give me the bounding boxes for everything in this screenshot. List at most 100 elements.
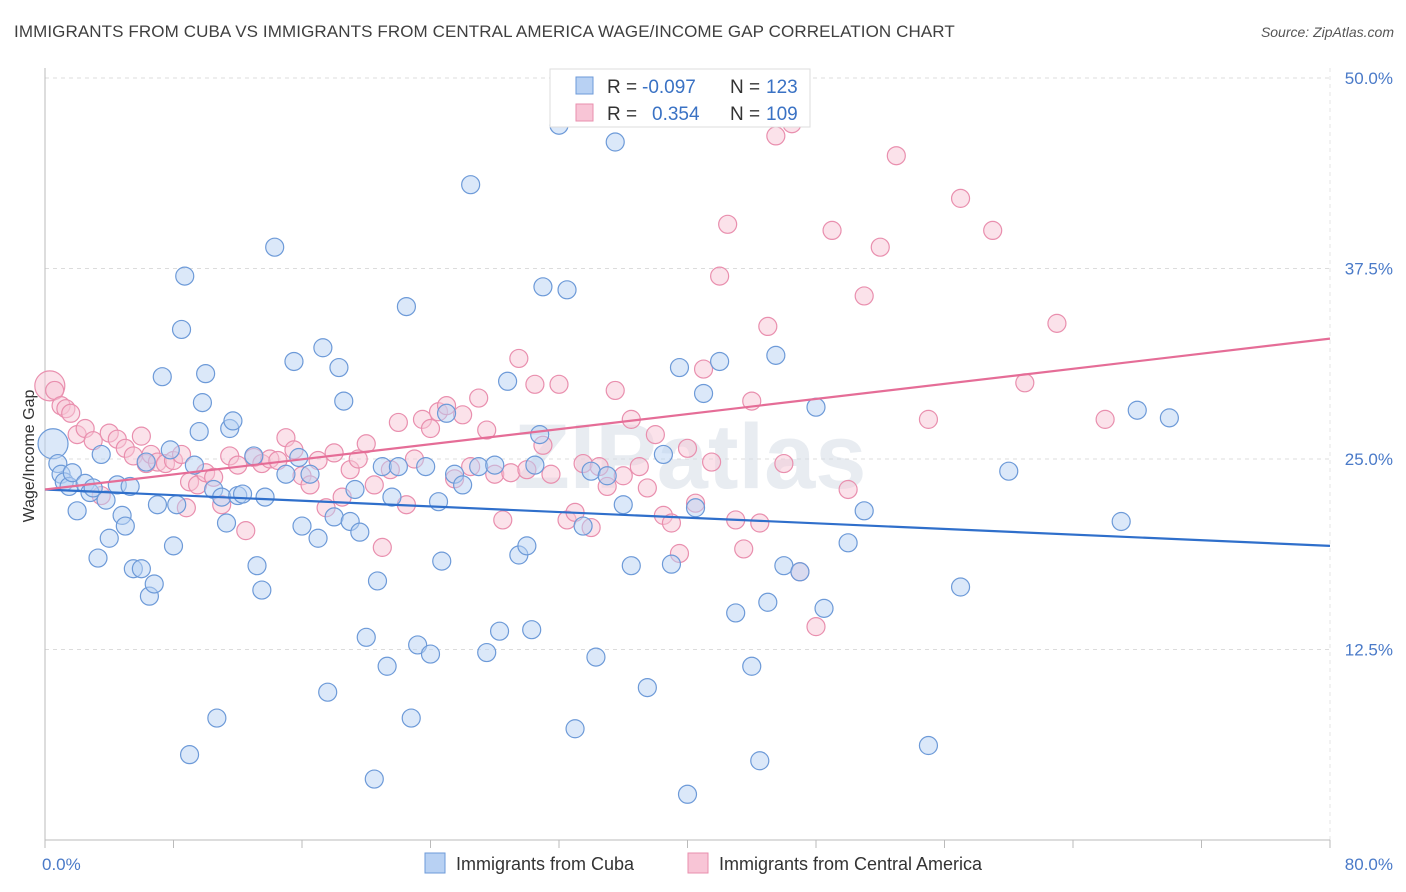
cuba-point [308,528,328,548]
cuba-point [525,455,545,475]
trend-line-cuba [44,488,1331,547]
legend: Immigrants from Cuba Immigrants from Cen… [424,852,983,874]
stats-n-value-ca: 109 [766,104,798,125]
cuba-point [367,571,388,591]
cuba-point [300,464,320,484]
cuba-point [693,383,714,404]
cuba-point [918,735,939,756]
cuba-point [292,516,312,536]
cuba-point [1111,511,1131,532]
ca-point [677,438,698,458]
cuba-point [420,644,441,664]
cuba-point [96,490,116,510]
ca-point [774,453,794,474]
chart-title: IMMIGRANTS FROM CUBA VS IMMIGRANTS FROM … [14,22,955,41]
cuba-point [742,656,762,676]
cuba-point [613,495,633,515]
legend-label-ca: Immigrants from Central America [719,854,983,874]
ca-point [766,126,786,146]
cuba-point [255,487,275,507]
ca-point [822,220,842,240]
cuba-point [192,393,213,413]
stats-r-value-cuba: -0.097 [642,77,696,98]
cuba-point [573,516,593,536]
cuba-point [557,280,577,300]
cuba-point [167,495,187,515]
cuba-point [163,536,184,556]
ca-point [918,409,939,429]
cuba-point [207,708,227,728]
trend-lines [44,337,1331,547]
ca-point [806,617,826,637]
cuba-point [216,513,237,533]
cuba-point [489,621,510,641]
ca-point [613,466,633,486]
cuba-point [477,642,497,663]
cuba-point [223,411,243,431]
ca-point [710,266,730,286]
ca-point [509,348,529,369]
ca-point [453,405,473,425]
cuba-point [289,447,309,468]
cuba-point [565,719,585,739]
cuba-point [144,574,164,594]
ca-point [1015,373,1035,393]
x-tick-label: 80.0% [1345,855,1393,874]
cuba-point [152,367,172,387]
ca-point [372,537,392,557]
ca-point [645,425,665,445]
cuba-point [345,479,365,500]
cuba-point [67,501,87,521]
ca-point [854,286,874,306]
ca-point [493,510,513,530]
cuba-point [189,421,209,442]
ca-point [637,478,657,498]
cuba-point [334,391,354,411]
cuba-point [517,536,537,556]
cuba-point [284,351,304,372]
cuba-point [533,277,553,297]
cuba-point [313,338,333,358]
stats-r-label-ca: R = [607,104,637,125]
ca-point [348,449,368,469]
cuba-point [685,498,706,518]
stats-swatch-ca [575,103,594,122]
cuba-point [790,562,810,582]
cuba-point [453,475,473,495]
series-cuba-points [37,115,1179,804]
ca-point [469,388,489,408]
cuba-point [1159,408,1179,428]
ca-point [886,146,906,166]
ca-point [236,521,256,541]
cuba-point [597,466,617,486]
cuba-point [586,647,606,667]
ca-point [758,316,778,337]
cuba-point [115,516,135,536]
cuba-point [372,457,392,477]
ca-point [477,420,497,440]
cuba-point [396,297,417,317]
cuba-point [247,556,267,576]
legend-swatch-cuba [424,852,446,874]
cuba-point [750,751,770,771]
cuba-point [136,452,156,472]
cuba-point [621,556,641,576]
cuba-point [99,528,119,548]
cuba-point [175,266,195,286]
cuba-point [416,457,436,477]
cuba-point [244,446,264,466]
y-axis-label: Wage/Income Gap [21,390,38,523]
cuba-point [432,551,452,571]
ca-point [1095,409,1115,429]
cuba-point [388,457,408,477]
cuba-point [171,319,192,340]
ca-point [661,513,682,533]
ca-point [870,237,890,257]
legend-label-cuba: Immigrants from Cuba [456,854,635,874]
cuba-point [382,487,402,507]
ca-point [750,513,770,533]
ca-point [61,403,81,423]
cuba-point [131,559,151,579]
cuba-point [350,522,370,542]
